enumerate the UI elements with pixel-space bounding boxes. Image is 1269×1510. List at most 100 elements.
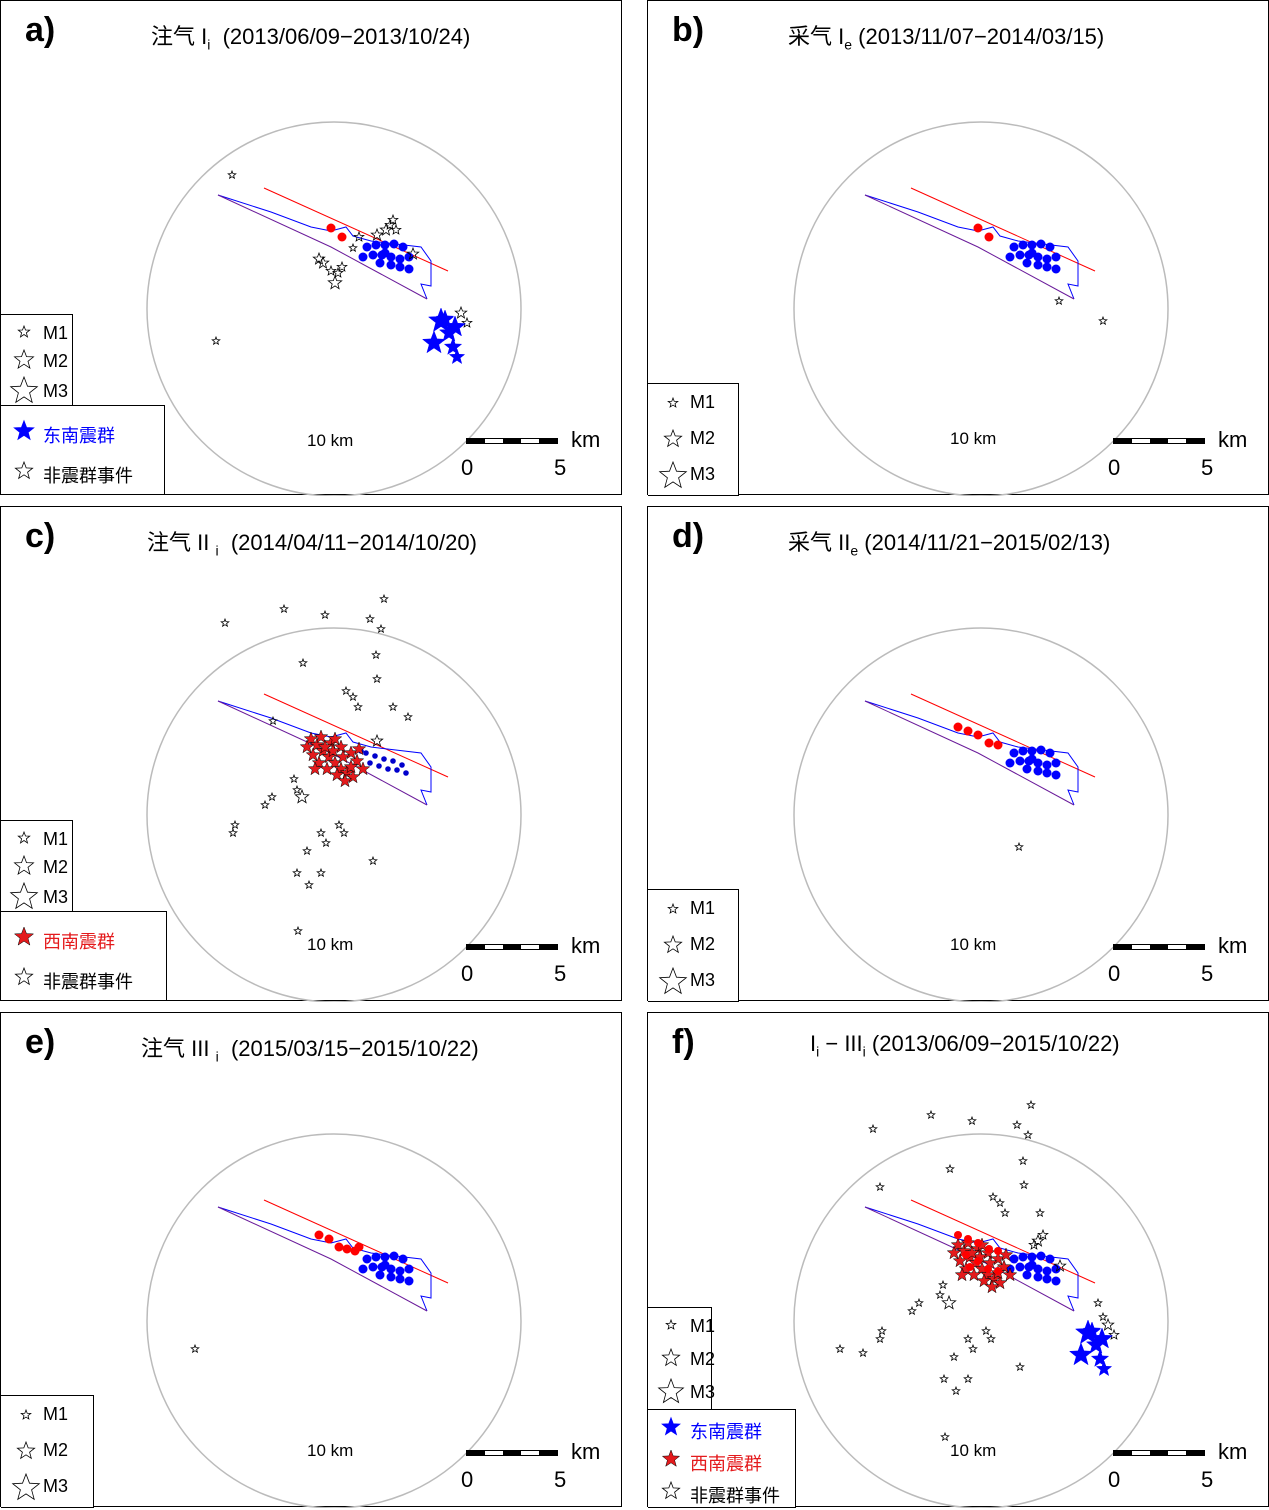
event-dot bbox=[1051, 252, 1061, 262]
southwest-cluster-event bbox=[355, 761, 371, 776]
event-dot bbox=[354, 1242, 364, 1252]
event-dot bbox=[1009, 748, 1019, 758]
event-dot bbox=[404, 264, 414, 274]
event-dot bbox=[974, 1239, 982, 1247]
cluster-legend: 西南震群 非震群事件 bbox=[1, 911, 167, 1001]
non-cluster-event bbox=[877, 1325, 887, 1336]
non-cluster-event bbox=[963, 1373, 973, 1384]
reservoir-outline bbox=[864, 194, 1079, 300]
panel-title: 注气 Ii (2013/06/09−2013/10/24) bbox=[151, 24, 471, 53]
non-cluster-event bbox=[293, 925, 303, 936]
southwest-cluster-event bbox=[950, 1237, 966, 1252]
non-cluster-event bbox=[1053, 1258, 1067, 1272]
event-dot bbox=[381, 756, 387, 762]
event-dot bbox=[389, 239, 399, 249]
circle-label: 10 km bbox=[307, 935, 354, 954]
non-cluster-event bbox=[368, 855, 378, 866]
event-dot bbox=[993, 740, 1003, 750]
southwest-cluster-event bbox=[976, 1273, 992, 1288]
non-cluster-event bbox=[320, 609, 330, 620]
non-cluster-event bbox=[1015, 1361, 1025, 1372]
event-dot bbox=[1045, 242, 1055, 252]
southwest-cluster-event bbox=[1002, 1267, 1018, 1282]
non-cluster-event bbox=[938, 1279, 948, 1290]
fault-line-south bbox=[864, 700, 1075, 806]
non-cluster-event bbox=[986, 1333, 996, 1344]
magnitude-legend: M1 M2 M3 bbox=[648, 1307, 715, 1410]
fault-line-north bbox=[263, 1199, 449, 1284]
event-dot bbox=[1015, 250, 1025, 260]
event-dot bbox=[404, 1264, 414, 1274]
southwest-cluster-event bbox=[327, 731, 343, 746]
reservoir-outline bbox=[864, 1206, 1079, 1312]
non-cluster-event bbox=[967, 1115, 977, 1126]
non-cluster-event bbox=[332, 266, 344, 278]
event-dot bbox=[1036, 745, 1046, 755]
panel-title: Ii − IIIi (2013/06/09−2015/10/22) bbox=[810, 1031, 1120, 1060]
non-cluster-event bbox=[302, 845, 312, 856]
non-cluster-event bbox=[941, 1294, 957, 1310]
reservoir-outline bbox=[864, 700, 1079, 806]
event-dot bbox=[380, 1252, 390, 1262]
non-cluster-event bbox=[327, 274, 343, 290]
study-circle bbox=[793, 627, 1169, 1002]
non-cluster-event bbox=[1093, 1297, 1103, 1308]
event-dot bbox=[985, 1245, 993, 1253]
event-dot bbox=[1027, 754, 1037, 764]
map-b bbox=[793, 121, 1169, 496]
event-dot bbox=[1051, 770, 1061, 780]
event-dot bbox=[984, 738, 994, 748]
non-cluster-event bbox=[321, 837, 331, 848]
event-dot bbox=[1051, 1276, 1061, 1286]
event-dot bbox=[994, 1267, 1002, 1275]
panel-title: 注气 II i (2014/04/11−2014/10/20) bbox=[147, 530, 477, 559]
panel-b: b) 采气 Ie (2013/11/07−2014/03/15) 10 km k… bbox=[647, 0, 1269, 496]
non-cluster-event bbox=[370, 227, 384, 241]
non-cluster-event bbox=[211, 335, 221, 346]
non-cluster-event bbox=[1000, 1207, 1010, 1218]
non-cluster-event bbox=[372, 673, 382, 684]
event-dot bbox=[1042, 1266, 1052, 1276]
event-dot bbox=[395, 254, 405, 264]
event-dot bbox=[326, 223, 336, 233]
event-dot bbox=[358, 252, 368, 262]
non-cluster-event bbox=[267, 791, 277, 802]
non-cluster-event bbox=[1028, 1238, 1040, 1250]
southwest-cluster-event bbox=[305, 747, 321, 762]
event-dot bbox=[395, 1266, 405, 1276]
event-dot bbox=[380, 1260, 390, 1270]
southeast-cluster-event bbox=[1082, 1321, 1102, 1339]
southeast-cluster-event bbox=[435, 309, 455, 327]
cluster-legend: 东南震群 非震群事件 bbox=[1, 405, 165, 495]
event-dot bbox=[398, 242, 408, 252]
panel-c: c) 注气 II i (2014/04/11−2014/10/20) 10 km… bbox=[0, 506, 622, 1002]
event-dot bbox=[1027, 1260, 1037, 1270]
non-cluster-event bbox=[316, 255, 330, 269]
magnitude-legend: M1 M2 M3 bbox=[648, 383, 739, 496]
southwest-cluster-event bbox=[335, 749, 351, 764]
non-cluster-event bbox=[835, 1343, 845, 1354]
study-circle bbox=[146, 1133, 522, 1508]
non-cluster-event bbox=[294, 788, 310, 804]
fault-line-south bbox=[217, 194, 428, 300]
event-dot bbox=[404, 1276, 414, 1286]
non-cluster-event bbox=[336, 260, 348, 272]
event-dot bbox=[954, 1231, 962, 1239]
non-cluster-event bbox=[981, 1325, 991, 1336]
fault-line-south bbox=[864, 194, 1075, 300]
non-cluster-event bbox=[325, 264, 337, 276]
panel-label: b) bbox=[672, 11, 705, 49]
event-dot bbox=[386, 1272, 396, 1282]
southwest-cluster-event bbox=[349, 753, 365, 768]
event-dot bbox=[964, 1235, 972, 1243]
panel-label: c) bbox=[25, 517, 56, 555]
event-dot bbox=[963, 726, 973, 736]
non-cluster-event bbox=[334, 819, 344, 830]
southwest-cluster-event bbox=[309, 737, 325, 752]
non-cluster-event bbox=[390, 223, 402, 235]
event-dot bbox=[358, 1264, 368, 1274]
event-dot bbox=[1036, 1251, 1046, 1261]
event-dot bbox=[1015, 1262, 1025, 1272]
panel-d: d) 采气 IIe (2014/11/21−2015/02/13) 10 km … bbox=[647, 506, 1269, 1002]
event-dot bbox=[1045, 748, 1055, 758]
